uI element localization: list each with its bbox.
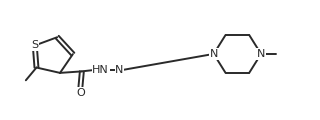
Text: S: S (31, 40, 38, 51)
Text: N: N (210, 49, 218, 59)
Text: HN: HN (92, 65, 109, 75)
Text: N: N (257, 49, 265, 59)
Text: N: N (115, 65, 124, 75)
Text: O: O (76, 88, 85, 98)
